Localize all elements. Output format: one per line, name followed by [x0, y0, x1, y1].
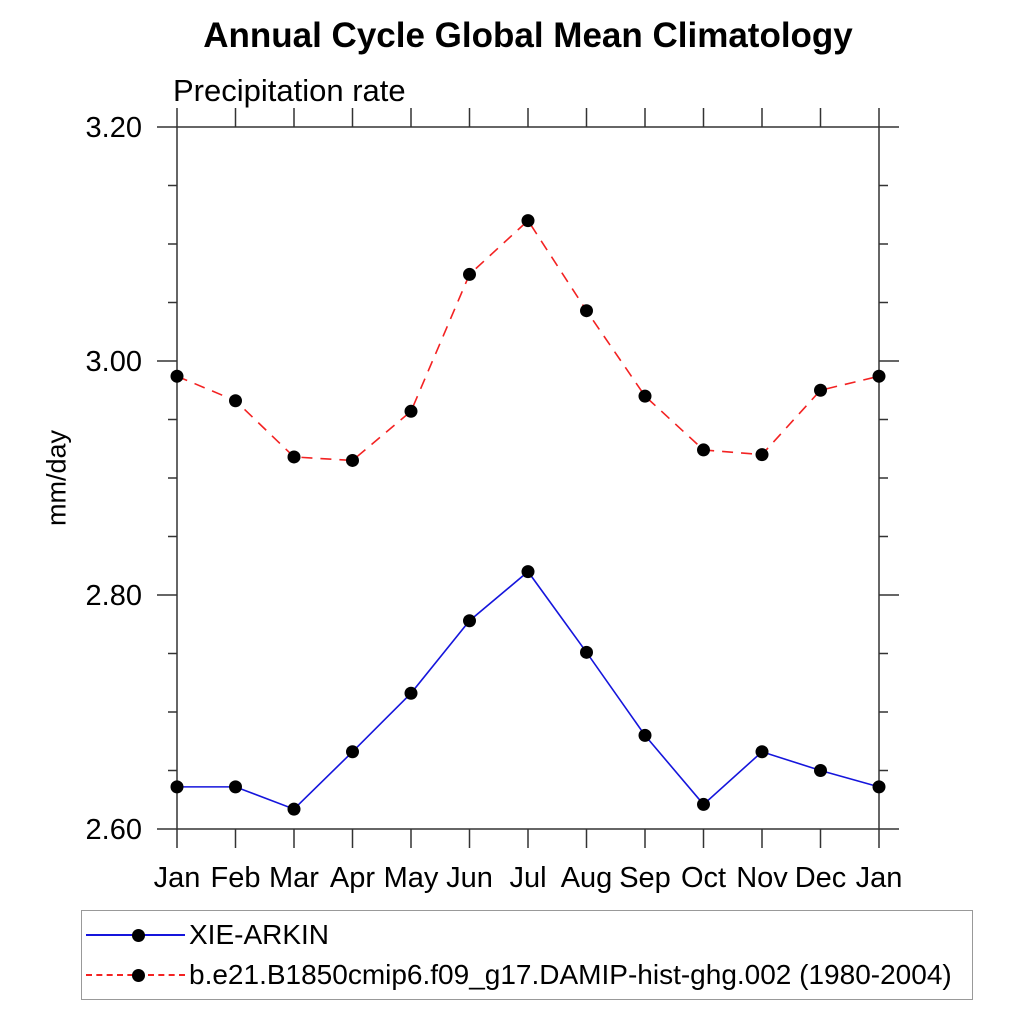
x-tick-label: May	[384, 862, 439, 894]
data-point-marker	[287, 450, 301, 464]
data-point-marker	[638, 389, 652, 403]
legend: XIE-ARKIN b.e21.B1850cmip6.f09_g17.DAMIP…	[81, 910, 973, 1000]
x-tick-label: Dec	[795, 862, 847, 894]
data-point-marker	[814, 764, 827, 777]
legend-line-sample	[86, 925, 185, 945]
x-tick-label: Aug	[561, 862, 613, 894]
data-point-marker	[229, 394, 242, 408]
data-point-marker	[638, 728, 652, 742]
legend-marker-dot-icon	[132, 969, 145, 982]
chart-subtitle: Precipitation rate	[173, 73, 406, 108]
legend-label: XIE-ARKIN	[189, 919, 330, 950]
legend-line-sample	[86, 965, 185, 985]
x-tick-label: Sep	[619, 862, 671, 894]
data-point-marker	[872, 369, 886, 383]
plot-frame	[176, 126, 880, 830]
legend-item: XIE-ARKIN	[82, 915, 972, 955]
data-point-marker	[404, 686, 418, 700]
x-tick-label: Feb	[211, 862, 261, 894]
data-point-marker	[287, 802, 301, 816]
data-point-marker	[463, 267, 476, 281]
x-tick-label: Jan	[856, 862, 903, 894]
x-tick-label: Jan	[154, 862, 201, 894]
y-tick-label: 3.20	[86, 112, 142, 144]
data-point-marker	[521, 565, 535, 579]
x-tick-label: Mar	[269, 862, 319, 894]
data-point-marker	[170, 780, 184, 794]
x-tick-label: Apr	[330, 862, 375, 894]
y-tick-label: 2.60	[86, 814, 142, 846]
legend-marker-dot-icon	[132, 929, 145, 942]
legend-item: b.e21.B1850cmip6.f09_g17.DAMIP-hist-ghg.…	[82, 955, 972, 995]
x-tick-label: Nov	[736, 862, 788, 894]
data-point-marker	[229, 780, 242, 794]
data-point-marker	[170, 369, 184, 383]
data-point-marker	[404, 404, 418, 418]
data-point-marker	[872, 780, 886, 794]
x-tick-label: Oct	[681, 862, 726, 894]
data-point-marker	[521, 214, 535, 228]
data-point-marker	[346, 453, 359, 467]
data-point-marker	[697, 443, 710, 457]
x-tick-label: Jul	[509, 862, 546, 894]
data-point-marker	[755, 745, 769, 759]
data-point-marker	[814, 383, 827, 397]
x-tick-label: Jun	[446, 862, 493, 894]
legend-label: b.e21.B1850cmip6.f09_g17.DAMIP-hist-ghg.…	[189, 959, 952, 990]
page-title: Annual Cycle Global Mean Climatology	[203, 16, 853, 55]
data-point-marker	[755, 448, 769, 462]
series-line-0	[177, 570, 880, 811]
data-point-marker	[580, 645, 593, 659]
data-point-marker	[697, 797, 710, 811]
series-line-1	[176, 219, 880, 462]
y-tick-label: 2.80	[86, 580, 142, 612]
data-point-marker	[346, 745, 359, 759]
data-point-marker	[463, 614, 476, 628]
data-point-marker	[580, 304, 593, 318]
y-tick-label: 3.00	[86, 346, 142, 378]
